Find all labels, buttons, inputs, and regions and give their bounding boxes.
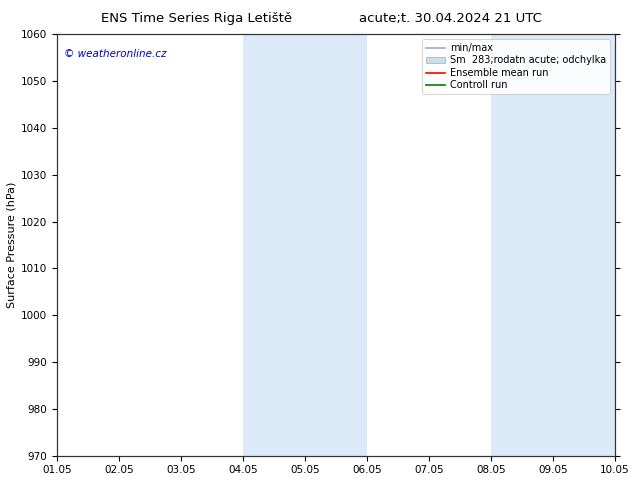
Text: © weatheronline.cz: © weatheronline.cz xyxy=(64,49,166,59)
Legend: min/max, Sm  283;rodatn acute; odchylka, Ensemble mean run, Controll run: min/max, Sm 283;rodatn acute; odchylka, … xyxy=(422,39,610,94)
Bar xyxy=(305,34,367,456)
Text: acute;t. 30.04.2024 21 UTC: acute;t. 30.04.2024 21 UTC xyxy=(359,12,541,25)
Bar xyxy=(491,34,553,456)
Bar xyxy=(553,34,615,456)
Y-axis label: Surface Pressure (hPa): Surface Pressure (hPa) xyxy=(7,182,17,308)
Text: ENS Time Series Riga Letiště: ENS Time Series Riga Letiště xyxy=(101,12,292,25)
Bar xyxy=(243,34,305,456)
